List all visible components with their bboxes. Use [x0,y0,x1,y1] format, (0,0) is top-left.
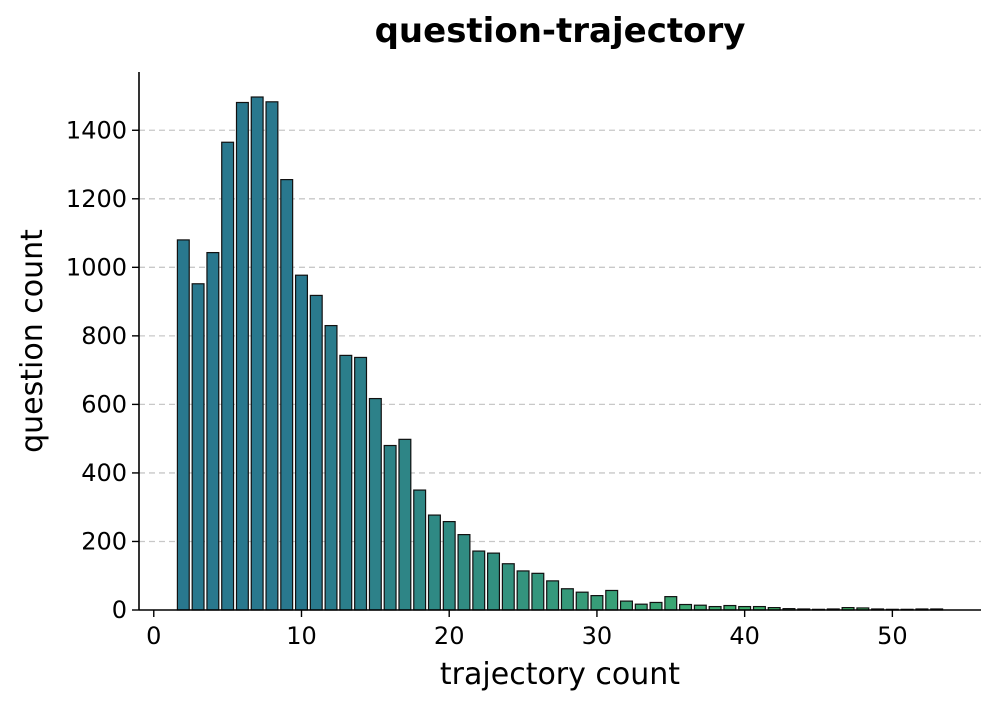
x-axis-label: trajectory count [440,657,680,692]
bar [221,141,235,611]
grid-lines [139,129,981,543]
bar [250,96,264,611]
x-tick-label: 0 [146,622,161,650]
bar [294,274,309,611]
y-tick-label: 400 [81,459,127,487]
bar [339,354,353,611]
bar [191,283,205,611]
y-tick-label: 1000 [66,253,127,281]
bar [472,550,486,611]
bar [487,552,501,611]
chart-title: question-trajectory [375,11,746,51]
y-tick-label: 800 [81,322,127,350]
bar [235,101,249,611]
bar [265,101,279,611]
y-axis-label: question count [15,229,50,453]
bar [427,514,441,611]
bar [398,438,412,611]
bar [368,397,382,611]
y-tick-label: 600 [81,390,127,418]
bar [531,572,545,611]
bar [309,294,323,611]
x-tick-label: 10 [286,622,317,650]
bar [619,600,633,611]
bar [590,595,604,611]
bar [634,603,648,611]
bar [354,356,368,611]
bar [442,520,456,611]
bar [501,563,515,611]
y-tick-label: 200 [81,527,127,555]
x-tick-label: 20 [434,622,465,650]
bar [605,589,619,611]
y-tick-label: 1200 [66,185,127,213]
bar [546,580,560,611]
bars [176,96,944,611]
bar [649,601,663,611]
bar [413,489,427,611]
bar [280,179,294,611]
bar [679,603,693,611]
y-tick-label: 0 [112,596,127,624]
bar [383,444,397,611]
bar [457,534,471,611]
axes: 0 200 400 600 800 1000 1200 1400 0 10 20 30 40 50 [66,72,981,650]
bar [206,251,220,611]
x-tick-label: 50 [877,622,908,650]
bar [575,591,589,611]
bar [664,596,678,611]
bar [516,570,530,611]
x-tick-label: 30 [582,622,613,650]
x-tick-label: 40 [729,622,760,650]
y-tick-label: 1400 [66,116,127,144]
bar [560,588,574,611]
bar [176,239,190,611]
bar [324,324,338,611]
